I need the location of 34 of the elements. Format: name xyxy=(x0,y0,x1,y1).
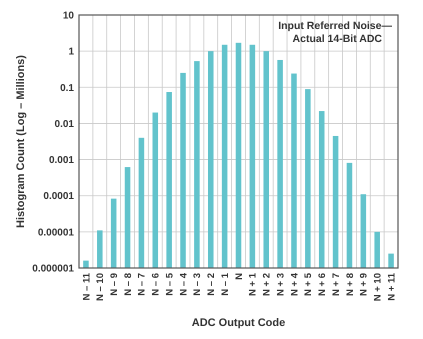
x-tick-label: N xyxy=(234,272,245,280)
y-tick-label: 0.1 xyxy=(60,82,74,94)
x-tick-label: N + 1 xyxy=(248,272,259,296)
x-tick-label: N – 11 xyxy=(81,272,92,300)
x-tick-label: N – 5 xyxy=(164,272,176,296)
x-tick-label: N – 6 xyxy=(150,273,162,296)
x-tick-label: N – 8 xyxy=(122,273,134,296)
x-tick-label: N – 10 xyxy=(95,273,106,301)
x-tick-label: N – 4 xyxy=(178,272,190,296)
y-tick-label: 0.01 xyxy=(54,118,74,130)
annotation: Input Referred Noise— Actual 14-Bit ADC xyxy=(278,20,392,45)
x-tick-label: N – 2 xyxy=(206,273,218,296)
y-tick-label: 0.001 xyxy=(48,155,74,166)
y-tick-label: 1 xyxy=(68,46,74,58)
y-tick-label: 0.0001 xyxy=(43,191,74,202)
y-axis-title: Histogram Count (Log – Millions) xyxy=(15,54,27,228)
y-tick-label: 10 xyxy=(62,10,74,22)
x-tick-label: N + 2 xyxy=(262,273,273,296)
y-tick-label: 0.000001 xyxy=(32,264,74,274)
x-tick-label: N + 3 xyxy=(275,273,286,296)
x-axis-title: ADC Output Code xyxy=(192,317,286,329)
x-tick-label: N + 11 xyxy=(386,272,398,301)
x-tick-label: N + 6 xyxy=(317,273,328,296)
x-tick-label: N + 9 xyxy=(358,273,370,296)
x-tick-label: N – 3 xyxy=(192,273,204,296)
y-tick-label: 0.00001 xyxy=(38,227,74,238)
x-tick-label: N – 1 xyxy=(220,272,231,296)
x-tick-label: N + 8 xyxy=(344,273,356,296)
x-tick-label: N – 7 xyxy=(136,273,148,296)
x-tick-label: N + 5 xyxy=(303,272,314,296)
x-tick-label: N + 7 xyxy=(330,273,342,296)
x-tick-label: N + 10 xyxy=(372,273,384,302)
x-tick-label: N – 9 xyxy=(109,273,120,296)
x-tick-label: N + 4 xyxy=(289,272,300,296)
